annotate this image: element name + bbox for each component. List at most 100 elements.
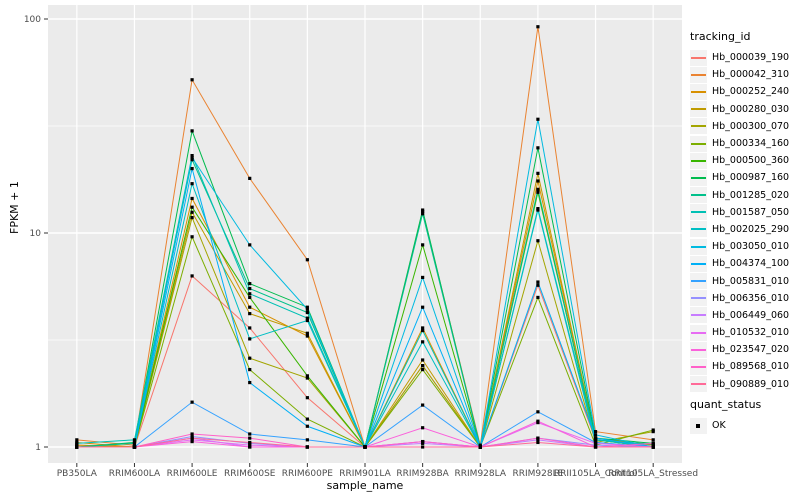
data-point [593, 433, 598, 437]
line-swatch [690, 341, 707, 358]
legend-label: Hb_005831_010 [712, 275, 790, 287]
data-point [478, 445, 482, 449]
data-point [132, 441, 137, 445]
legend-label: Hb_000300_070 [712, 120, 790, 132]
data-point [190, 196, 194, 201]
line-swatch-color [691, 90, 706, 93]
line-swatch-color [691, 365, 706, 368]
x-tick-label: RRIM600LE [167, 469, 218, 479]
line-swatch-color [691, 331, 706, 334]
x-tick-label: RRII105LA_Stressed [608, 469, 698, 479]
data-point [536, 208, 540, 212]
legend-item-Hb_006356_010: Hb_006356_010 [690, 290, 798, 307]
data-point [593, 443, 598, 447]
legend-item-Hb_090889_010: Hb_090889_010 [690, 376, 798, 393]
legend-item-Hb_003050_010: Hb_003050_010 [690, 238, 798, 255]
data-point [305, 445, 309, 449]
legend-label: Hb_002025_290 [712, 223, 790, 235]
data-point [593, 436, 598, 440]
legend-label: Hb_090889_010 [712, 378, 790, 390]
data-point [305, 334, 309, 338]
line-swatch [690, 169, 707, 186]
x-tick-label: RRIM928LE [513, 469, 564, 479]
data-point [536, 25, 540, 29]
line-swatch [690, 324, 707, 341]
legend-items: Hb_000039_190 Hb_000042_310 Hb_000252_240 H… [690, 49, 798, 393]
line-swatch-color [691, 314, 706, 317]
data-point [190, 129, 194, 133]
data-point [536, 410, 540, 414]
ok-point-swatch [690, 417, 707, 434]
line-swatch [690, 376, 707, 393]
line-swatch-color [691, 108, 706, 111]
line-swatch-color [691, 228, 706, 231]
x-tick-label: RRIM600SE [224, 469, 276, 479]
data-point [305, 417, 309, 421]
data-point [305, 396, 309, 400]
data-point [190, 274, 194, 278]
data-point [248, 380, 252, 385]
data-point [248, 440, 252, 445]
data-point [190, 182, 194, 186]
data-point [248, 292, 252, 296]
data-point [536, 239, 540, 243]
legend-label: Hb_003050_010 [712, 241, 790, 253]
line-swatch-color [691, 176, 706, 179]
data-point [190, 436, 194, 440]
data-point [305, 305, 309, 309]
legend-item-Hb_001285_020: Hb_001285_020 [690, 187, 798, 204]
data-point [190, 166, 194, 171]
data-point [536, 283, 540, 287]
data-point [190, 439, 194, 444]
data-point [421, 275, 425, 280]
legend-item-Hb_005831_010: Hb_005831_010 [690, 272, 798, 290]
data-point [248, 367, 252, 372]
data-point [651, 445, 655, 449]
legend-label: Hb_006356_010 [712, 292, 790, 304]
line-swatch [690, 221, 707, 238]
legend-label: Hb_089568_010 [712, 361, 790, 373]
data-point [248, 295, 252, 300]
data-point [190, 438, 194, 442]
y-tick-label: 1 [35, 443, 41, 453]
legend-label: Hb_006449_060 [712, 309, 790, 321]
data-point [132, 438, 137, 442]
line-swatch [690, 118, 707, 135]
data-point [190, 210, 194, 214]
data-point [132, 443, 137, 447]
data-point [593, 441, 598, 445]
legend-title-tracking-id: tracking_id [690, 30, 751, 43]
line-swatch [690, 135, 707, 152]
line-swatch-color [691, 348, 706, 351]
data-point [363, 445, 367, 449]
line-swatch [690, 101, 707, 118]
line-swatch-color [691, 194, 706, 197]
line-swatch [690, 273, 707, 290]
data-point [421, 364, 425, 368]
x-tick-label: RRIM928BA [396, 469, 449, 479]
data-point [421, 208, 425, 212]
data-point [75, 443, 79, 447]
x-tick-label: RRII105LA_Control [554, 469, 637, 479]
data-point [421, 340, 425, 344]
line-swatch-color [691, 211, 706, 214]
line-swatch [690, 49, 707, 66]
data-point [421, 326, 425, 330]
x-tick-label: RRIM928LA [455, 469, 507, 479]
line-swatch [690, 238, 707, 255]
data-point [248, 282, 252, 286]
line-swatch-color [691, 280, 706, 283]
data-point [248, 312, 252, 316]
data-point [305, 258, 309, 262]
data-point [536, 280, 540, 284]
data-point [248, 356, 252, 360]
data-point [305, 374, 309, 378]
data-point [305, 310, 309, 315]
data-point [536, 117, 540, 121]
legend-item-Hb_006449_060: Hb_006449_060 [690, 307, 798, 324]
legend-item-Hb_010532_010: Hb_010532_010 [690, 324, 798, 341]
legend-label: Hb_004374_100 [712, 258, 790, 270]
data-point [190, 158, 194, 162]
line-swatch-color [691, 73, 706, 76]
